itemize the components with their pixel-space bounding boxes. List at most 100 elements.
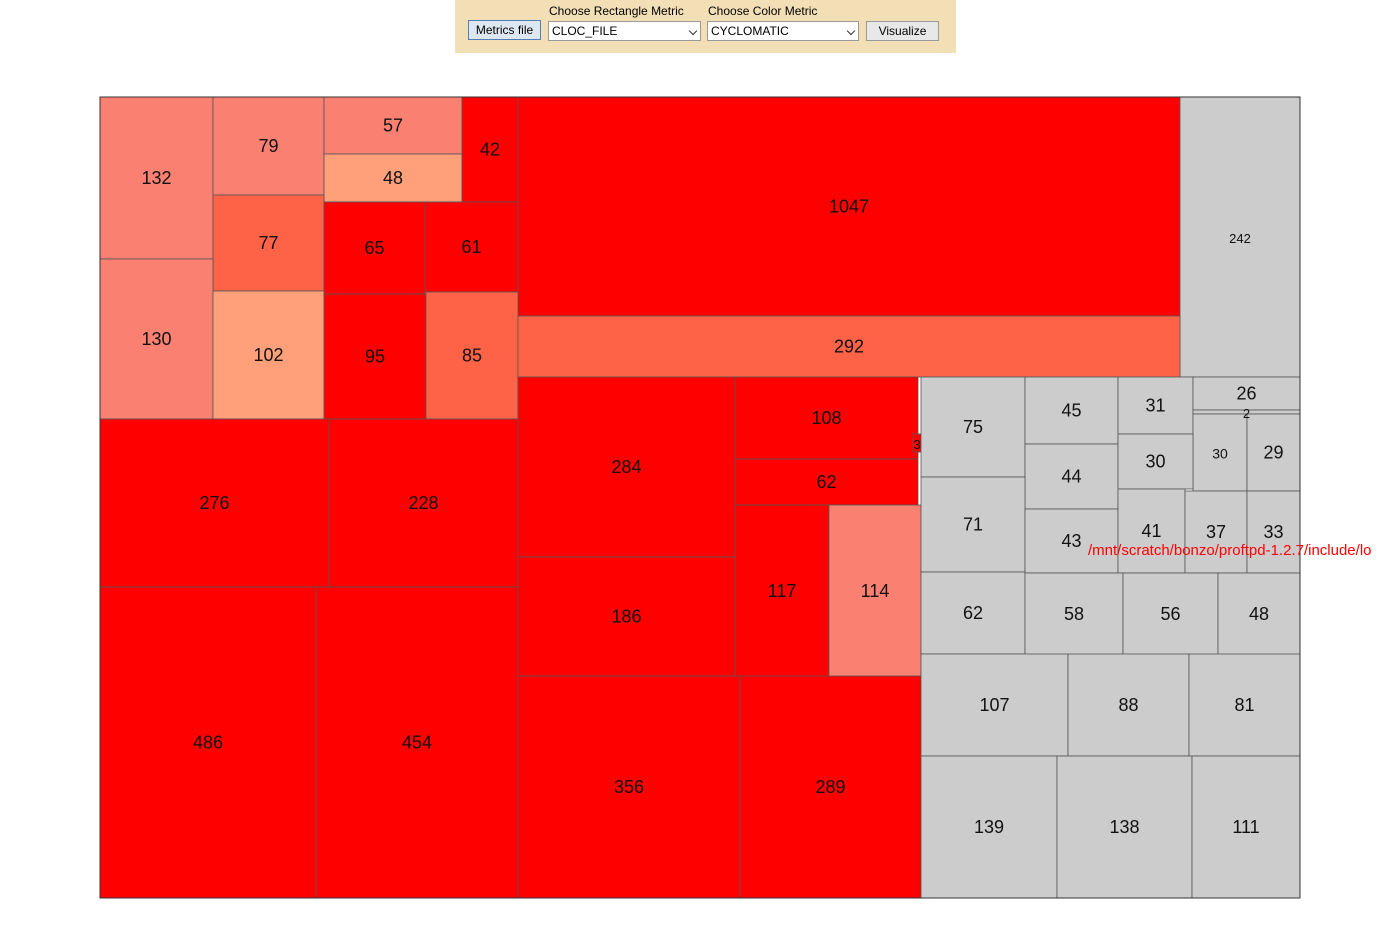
treemap-cell[interactable] [1191, 755, 1301, 899]
treemap-cell-label: 57 [383, 116, 403, 136]
color-metric-select[interactable]: CYCLOMATIC [707, 21, 859, 41]
treemap-cell-label: 102 [253, 345, 283, 365]
treemap-cell[interactable] [517, 376, 736, 558]
treemap-cell-label: 107 [979, 695, 1009, 715]
treemap-cell-label: 95 [365, 347, 385, 367]
treemap-cell-label: 289 [815, 777, 845, 797]
treemap-cell[interactable] [517, 556, 736, 677]
treemap-cell-label: 44 [1061, 467, 1081, 487]
treemap-cell-label: 132 [141, 168, 171, 188]
treemap-cell[interactable] [920, 755, 1058, 899]
treemap-cell-label: 62 [816, 472, 836, 492]
treemap-cell[interactable] [212, 290, 325, 420]
treemap-cell[interactable] [734, 376, 919, 460]
treemap-cell-label: 139 [974, 817, 1004, 837]
treemap-cell[interactable] [425, 291, 519, 420]
treemap-cell-label: 56 [1160, 604, 1180, 624]
hover-file-path: /mnt/scratch/bonzo/proftpd-1.2.7/include… [1088, 542, 1372, 559]
treemap-cell[interactable] [315, 586, 519, 899]
treemap-cell-label: 284 [611, 457, 641, 477]
treemap-cell[interactable] [323, 153, 463, 203]
toolbar: Metrics file Choose Rectangle Metric CLO… [455, 0, 956, 53]
treemap-cell-label: 1047 [829, 197, 869, 217]
treemap-cell[interactable] [99, 586, 317, 899]
treemap-cell-label: 114 [861, 581, 890, 601]
treemap-cell[interactable] [99, 418, 330, 588]
treemap-cell-label: 117 [768, 581, 797, 601]
visualize-button[interactable]: Visualize [866, 21, 939, 41]
treemap-cell-label: 3 [913, 437, 920, 452]
rect-metric-label: Choose Rectangle Metric [549, 4, 684, 18]
treemap-cell-label: 61 [461, 237, 481, 257]
treemap-cell[interactable] [920, 653, 1069, 757]
treemap-cell-label: 71 [963, 515, 983, 535]
treemap-cell[interactable] [1217, 572, 1301, 656]
treemap-cell[interactable] [1117, 433, 1194, 490]
treemap-cell-label: 79 [258, 136, 278, 156]
treemap-cell[interactable] [1024, 508, 1119, 574]
treemap-cell-label: 30 [1212, 446, 1228, 462]
treemap-cell-label: 30 [1145, 452, 1165, 472]
treemap-cell-label: 186 [611, 607, 641, 627]
treemap-cell[interactable] [1246, 490, 1301, 574]
treemap-cell[interactable] [1192, 413, 1248, 492]
treemap-cell[interactable] [1179, 96, 1301, 378]
treemap-cell[interactable] [517, 315, 1181, 378]
treemap-cell-label: 292 [834, 337, 864, 357]
treemap-cell-label: 62 [963, 603, 983, 623]
treemap-cell[interactable] [1122, 572, 1219, 656]
rect-metric-select[interactable]: CLOC_FILE [548, 21, 701, 41]
treemap-cell[interactable] [1056, 755, 1193, 899]
treemap-cell[interactable] [99, 258, 214, 420]
treemap-cell-label: 37 [1206, 522, 1226, 542]
treemap-cell[interactable] [1188, 653, 1301, 757]
treemap-cell-label: 88 [1118, 695, 1138, 715]
treemap-cell[interactable] [734, 458, 919, 506]
treemap-cell-label: 486 [193, 733, 223, 753]
treemap-cell-label: 81 [1234, 695, 1254, 715]
treemap-cell-label: 41 [1141, 521, 1161, 541]
metrics-file-button[interactable]: Metrics file [468, 20, 541, 40]
treemap-cell-label: 45 [1061, 401, 1081, 421]
treemap-cell-label: 130 [141, 329, 171, 349]
treemap-cell[interactable] [920, 476, 1026, 573]
treemap-cell[interactable] [828, 504, 922, 678]
treemap-cell-label: 43 [1061, 531, 1081, 551]
treemap-cell-label: 242 [1229, 231, 1251, 246]
treemap-cell[interactable] [1024, 376, 1119, 445]
treemap-frame [99, 96, 1301, 899]
treemap-cell[interactable] [323, 293, 427, 420]
treemap-cell[interactable] [1184, 490, 1248, 574]
treemap-cell[interactable] [212, 194, 325, 292]
treemap-cell-label: 108 [811, 408, 841, 428]
treemap-cell-label: 228 [408, 493, 438, 513]
treemap-cell[interactable] [920, 571, 1026, 655]
treemap-cell-label: 77 [258, 233, 278, 253]
color-metric-value: CYCLOMATIC [711, 24, 789, 38]
treemap-cell[interactable] [1117, 488, 1186, 574]
color-metric-label: Choose Color Metric [708, 4, 818, 18]
treemap-cell-label: 356 [614, 777, 644, 797]
treemap-cell[interactable] [734, 504, 830, 678]
treemap-cell-label: 33 [1263, 522, 1283, 542]
treemap-cell-label: 48 [383, 168, 403, 188]
treemap-cell-label: 75 [963, 417, 983, 437]
treemap-cell-label: 65 [364, 238, 384, 258]
treemap-cell[interactable] [323, 201, 426, 295]
treemap-cell[interactable] [1117, 376, 1194, 435]
treemap-cell[interactable] [1246, 413, 1301, 492]
treemap-cell-label: 2 [1243, 406, 1250, 421]
treemap-cell[interactable] [1024, 572, 1124, 656]
treemap-cell-label: 31 [1145, 396, 1165, 416]
treemap-cell[interactable] [517, 96, 1181, 317]
treemap-cell-label: 276 [199, 493, 229, 513]
treemap-cell[interactable] [212, 96, 325, 196]
treemap-cell-label: 29 [1263, 443, 1283, 463]
treemap-cell-label: 454 [402, 733, 432, 753]
treemap-cell[interactable] [461, 96, 519, 203]
treemap-cell[interactable] [328, 418, 519, 588]
treemap-cell-label: 111 [1232, 817, 1259, 837]
treemap-cell-label: 48 [1249, 604, 1269, 624]
treemap-cell[interactable] [1067, 653, 1190, 757]
